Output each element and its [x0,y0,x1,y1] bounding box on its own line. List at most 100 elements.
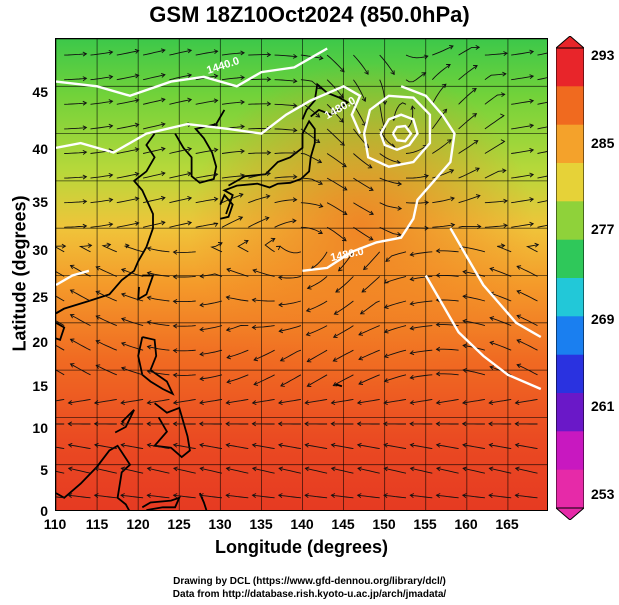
streamline [537,175,547,179]
streamline-arrow [340,141,345,146]
streamline [384,275,407,284]
colorbar-label: 253 [591,486,615,502]
streamline-arrow [409,421,414,427]
streamline [334,300,354,315]
streamline-arrow [332,357,338,362]
streamline-arrow [251,297,257,303]
streamline [279,467,301,474]
streamline-arrow [342,162,347,168]
streamline [278,275,302,279]
streamline-arrow [385,257,390,262]
streamline [221,101,245,105]
streamline [384,325,407,333]
streamline-arrow [82,199,88,205]
streamline [410,398,433,404]
streamline-arrow [240,99,245,105]
streamline [195,50,218,56]
streamline [484,93,505,105]
streamline-arrow [489,266,495,272]
streamline-arrow [120,466,126,472]
streamline-arrow [292,103,298,109]
streamline-arrow [134,147,140,153]
streamline [333,374,354,386]
streamline-arrow [472,87,477,93]
streamline-arrow [277,421,283,427]
streamline-arrow [120,317,126,322]
streamline [248,195,270,204]
streamline [358,374,380,385]
streamline [384,300,407,309]
streamline-arrow [423,54,429,60]
streamline [101,244,117,253]
colorbar-label: 269 [591,311,615,327]
colorbar-label: 293 [591,47,615,63]
streamline [169,172,192,179]
streamline-arrow [330,442,336,448]
streamline-arrow [199,376,204,382]
streamline [511,198,534,204]
streamline [90,174,113,179]
height-contour [56,47,328,98]
streamline-arrow [146,320,152,325]
streamline-arrow [82,100,88,106]
streamline-arrow [315,138,321,143]
streamline [195,99,218,105]
streamline-arrow [335,288,340,293]
streamline-arrow [187,171,193,177]
streamline-arrow [108,74,114,80]
streamline [363,251,381,270]
streamline-arrow [225,493,230,498]
streamline-arrow [367,164,373,169]
streamline-arrow [134,48,140,54]
streamline-arrow [266,171,271,177]
streamline-arrow [67,466,73,472]
streamline [90,51,113,56]
streamline [307,349,328,362]
streamline-arrow [187,48,193,54]
streamline [64,151,87,154]
streamline-arrow [276,245,281,251]
streamline [116,124,139,130]
streamline-arrow [449,44,454,50]
streamline-arrow [316,84,322,90]
streamline-arrow [435,272,441,278]
streamline [379,226,401,236]
streamline-arrow [172,421,178,427]
streamline-arrow [95,290,101,296]
streamline [326,177,348,191]
streamline-arrow [160,72,166,78]
streamline [384,444,407,450]
streamline-arrow [134,73,140,79]
streamline-arrow [306,357,312,363]
streamline-arrow [475,194,481,199]
streamline [537,52,547,56]
streamline [226,268,249,277]
streamline-arrow [462,400,467,406]
streamline-arrow [134,221,140,226]
streamline-arrow [306,382,312,387]
streamline [305,467,328,474]
streamline [489,494,512,499]
streamline-arrow [82,76,88,82]
streamline [252,444,275,450]
streamline-arrow [69,363,75,368]
streamline-arrow [226,379,232,384]
streamline-arrow [409,466,415,472]
streamline [463,369,486,376]
streamline-arrow [462,343,467,349]
streamline [200,349,223,355]
streamline [431,109,447,130]
streamline [353,226,374,241]
streamline-arrow [251,466,257,472]
streamline [237,240,249,253]
streamline [384,349,407,358]
streamline-arrow [270,237,276,243]
streamline [121,467,144,474]
streamline-arrow [339,67,345,73]
streamline [173,251,196,253]
y-tick-label: 5 [40,462,48,478]
streamline-arrow [251,442,257,448]
streamline-arrow [146,344,152,350]
colorbar [556,36,584,520]
streamline [274,128,297,131]
